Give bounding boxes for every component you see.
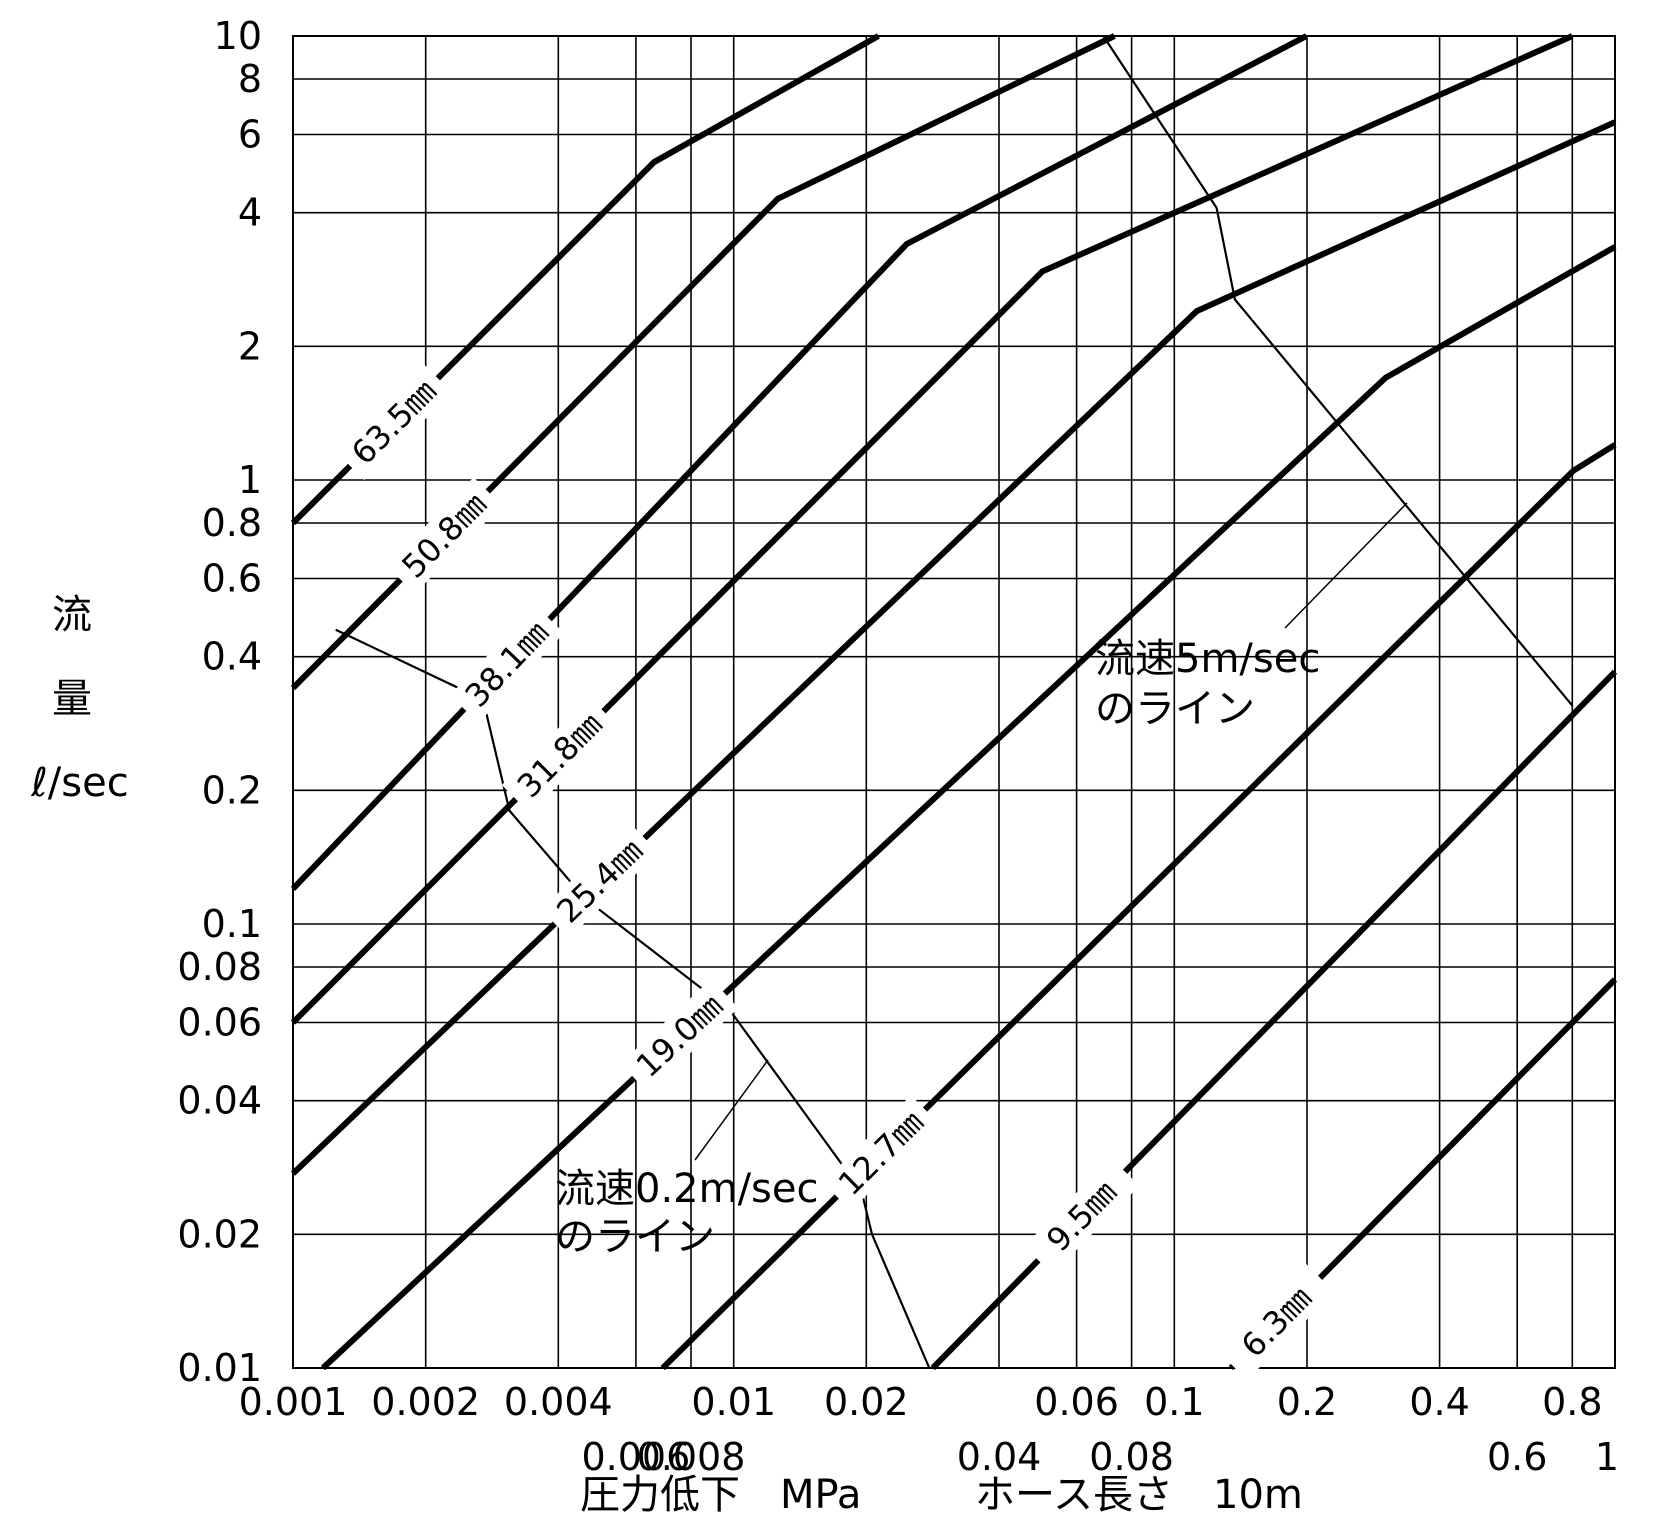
series-label-background <box>822 1095 940 1211</box>
x-tick-label: 0.001 <box>239 1380 348 1424</box>
series-line-38.1㎜ <box>290 33 1308 891</box>
y-tick-label: 0.01 <box>177 1346 262 1390</box>
series-label-group: 19.0㎜ <box>620 978 739 1093</box>
x-tick-label: 0.06 <box>1034 1380 1119 1424</box>
x-tick-label: 1 <box>1595 1435 1619 1479</box>
velocity-line-流速5m/sec <box>1102 35 1574 707</box>
x-tick-label: 0.01 <box>691 1380 776 1424</box>
series-line-25.4㎜ <box>290 119 1617 1176</box>
y-tick-label: 0.06 <box>177 1001 262 1045</box>
velocity-02-annotation-line2: のライン <box>555 1214 715 1260</box>
series-label-background <box>449 605 565 723</box>
series-label-background <box>501 697 618 814</box>
x-tick-labels: 0.001 0.002 0.004 0.01 0.02 0.06 0.1 0.2 0.4 0.8 0… <box>239 1380 1619 1479</box>
y-tick-label: 0.08 <box>177 945 262 989</box>
x-tick-label: 0.8 <box>1542 1380 1602 1424</box>
x-tick-label: 0.008 <box>637 1435 746 1479</box>
series-label-group: 63.5㎜ <box>336 364 452 481</box>
velocity-02-annotation-line1: 流速0.2m/sec <box>555 1166 819 1212</box>
series-label-group: 6.3㎜ <box>1218 1263 1335 1381</box>
velocity-5-annotation-line2: のライン <box>1095 686 1255 732</box>
x-tick-label: 0.002 <box>371 1380 480 1424</box>
x-tick-label: 0.004 <box>504 1380 613 1424</box>
plot-frame <box>292 35 1616 1369</box>
series-label-background <box>336 364 452 481</box>
y-tick-label: 4 <box>238 191 262 235</box>
y-tick-label: 0.6 <box>202 557 262 601</box>
series-label-group: 12.7㎜ <box>822 1095 940 1211</box>
y-tick-label: 8 <box>238 57 262 101</box>
series-label: 38.1㎜ <box>458 614 557 715</box>
velocity-02-leader <box>694 1059 769 1161</box>
series-label: 25.4㎜ <box>549 832 650 931</box>
series-label: 63.5㎜ <box>344 372 444 472</box>
y-axis-title-char-2: 量 <box>52 676 92 722</box>
x-axis-title-hose-length: ホース長さ 10m <box>975 1472 1303 1518</box>
series-label-group: 9.5㎜ <box>1024 1157 1140 1275</box>
y-tick-label: 6 <box>238 113 262 157</box>
series-label-background <box>1024 1157 1140 1275</box>
y-tick-label: 0.4 <box>202 635 262 679</box>
series-label-group: 50.8㎜ <box>386 477 503 594</box>
y-tick-label: 1 <box>238 458 262 502</box>
x-tick-label: 0.04 <box>957 1435 1042 1479</box>
velocity-5-annotation-line1: 流速5m/sec <box>1095 636 1320 682</box>
series-label-background <box>620 978 739 1093</box>
y-tick-label: 0.2 <box>202 768 262 812</box>
series-label-group: 31.8㎜ <box>501 697 618 814</box>
series-label: 50.8㎜ <box>394 485 494 585</box>
x-tick-label: 0.02 <box>824 1380 909 1424</box>
velocity-layer <box>335 35 1574 1369</box>
x-tick-label: 0.6 <box>1487 1435 1547 1479</box>
velocity-5-leader <box>1284 502 1408 629</box>
series-line-9.5㎜ <box>930 669 1618 1371</box>
series-line-19.0㎜ <box>320 244 1617 1371</box>
series-label-background <box>541 823 659 939</box>
x-tick-label: 0.006 <box>582 1435 691 1479</box>
y-axis-title-unit: ℓ/sec <box>30 760 128 806</box>
series-label-background <box>1218 1263 1335 1381</box>
y-axis-title-char-1: 流 <box>52 592 92 638</box>
x-tick-label: 0.4 <box>1409 1380 1469 1424</box>
series-label: 12.7㎜ <box>831 1103 931 1203</box>
x-tick-label: 0.2 <box>1277 1380 1337 1424</box>
series-label-group: 38.1㎜ <box>449 605 565 723</box>
y-tick-label: 0.04 <box>177 1079 262 1123</box>
grid-lines <box>292 35 1616 1369</box>
y-tick-label: 0.8 <box>202 501 262 545</box>
series-label: 19.0㎜ <box>629 987 730 1085</box>
y-tick-label: 10 <box>214 14 262 58</box>
y-tick-label: 2 <box>238 324 262 368</box>
y-tick-label: 0.1 <box>202 902 262 946</box>
velocity-line-流速0.2m/sec <box>335 628 931 1369</box>
series-line-12.7㎜ <box>660 442 1617 1371</box>
x-axis-title-pressure: 圧力低下 MPa <box>580 1472 861 1518</box>
series-label-background <box>386 477 503 594</box>
x-tick-label: 0.1 <box>1144 1380 1204 1424</box>
y-tick-label: 0.02 <box>177 1212 262 1256</box>
x-tick-label: 0.08 <box>1089 1435 1174 1479</box>
y-tick-labels: 0.01 0.02 0.04 0.06 0.080.1 0.2 0.4 0.6 0.81 2 4 6 8… <box>177 14 262 1390</box>
